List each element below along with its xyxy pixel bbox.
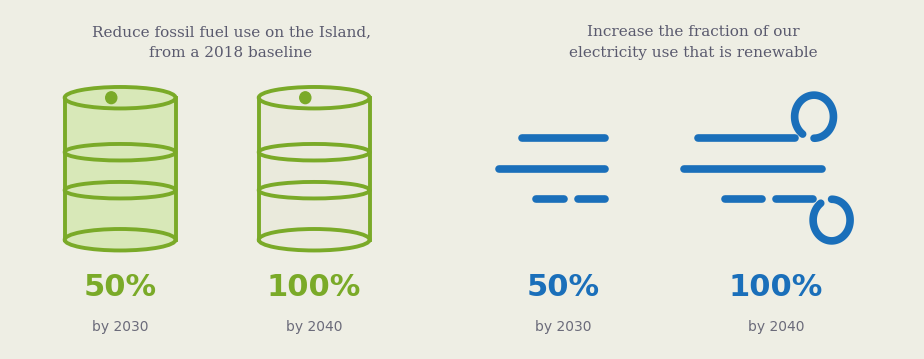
Text: by 2040: by 2040 bbox=[286, 320, 343, 334]
Ellipse shape bbox=[65, 182, 176, 199]
Text: 50%: 50% bbox=[527, 273, 601, 302]
Ellipse shape bbox=[259, 144, 370, 160]
Polygon shape bbox=[259, 98, 370, 240]
Text: 100%: 100% bbox=[267, 273, 361, 302]
Ellipse shape bbox=[65, 87, 176, 108]
Text: Increase the fraction of our
electricity use that is renewable: Increase the fraction of our electricity… bbox=[568, 25, 818, 60]
Ellipse shape bbox=[259, 229, 370, 251]
Ellipse shape bbox=[105, 92, 116, 104]
Text: Reduce fossil fuel use on the Island,
from a 2018 baseline: Reduce fossil fuel use on the Island, fr… bbox=[91, 25, 371, 60]
Ellipse shape bbox=[299, 92, 310, 104]
Text: by 2030: by 2030 bbox=[535, 320, 592, 334]
Text: by 2030: by 2030 bbox=[91, 320, 149, 334]
Ellipse shape bbox=[259, 87, 370, 108]
Ellipse shape bbox=[65, 229, 176, 251]
Text: 50%: 50% bbox=[83, 273, 157, 302]
Text: 100%: 100% bbox=[729, 273, 823, 302]
Ellipse shape bbox=[65, 144, 176, 160]
Text: by 2040: by 2040 bbox=[748, 320, 805, 334]
Ellipse shape bbox=[259, 182, 370, 199]
Polygon shape bbox=[65, 98, 176, 240]
